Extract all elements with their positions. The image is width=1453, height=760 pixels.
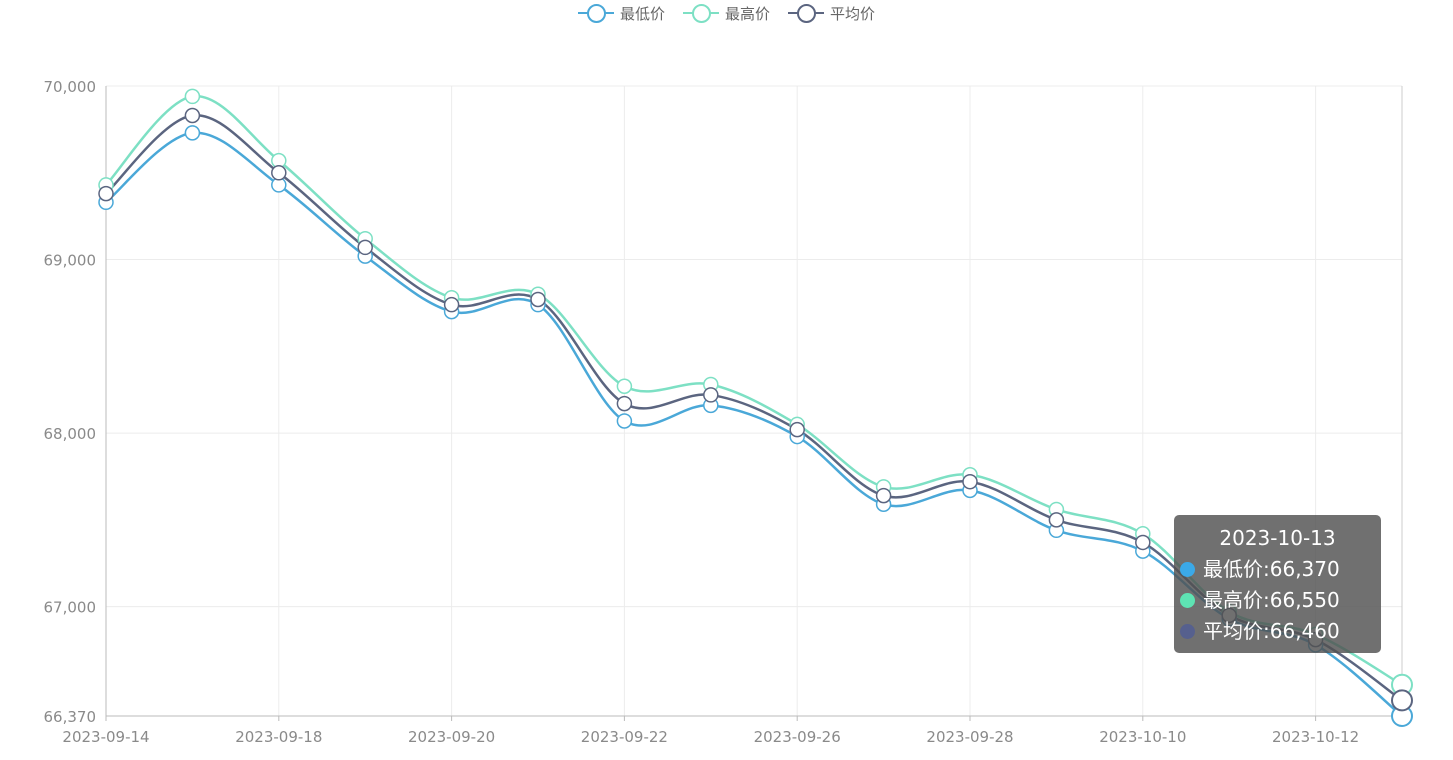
data-point bbox=[357, 239, 373, 256]
data-point bbox=[184, 125, 201, 141]
tooltip-row-low: 最低价: 66,370 bbox=[1180, 554, 1381, 585]
data-point bbox=[271, 165, 287, 181]
legend-line-circle-icon bbox=[788, 3, 824, 23]
legend-line-circle-icon bbox=[577, 3, 614, 23]
legend-line-circle-icon bbox=[682, 3, 719, 23]
tooltip-label: 最高价 bbox=[1203, 588, 1263, 612]
tooltip-title: 2023-10-13 bbox=[1219, 526, 1336, 550]
data-point bbox=[962, 473, 978, 490]
x-tick-label: 2023-10-10 bbox=[1099, 728, 1186, 746]
data-point bbox=[1391, 689, 1413, 712]
x-tick-label: 2023-09-14 bbox=[62, 728, 149, 746]
tooltip-label: 平均价 bbox=[1203, 619, 1263, 643]
tooltip-dot bbox=[1180, 562, 1195, 577]
data-point bbox=[530, 291, 546, 308]
y-tick-label: 68,000 bbox=[44, 425, 97, 443]
data-point bbox=[703, 387, 719, 403]
data-point bbox=[443, 296, 460, 313]
data-point bbox=[1048, 512, 1065, 528]
x-tick-label: 2023-09-20 bbox=[408, 728, 495, 746]
tooltip-dot bbox=[1180, 593, 1195, 608]
data-point bbox=[1135, 534, 1151, 551]
data-point bbox=[616, 413, 633, 429]
x-tick-label: 2023-09-22 bbox=[581, 728, 668, 746]
y-tick-label: 66,370 bbox=[44, 708, 97, 726]
tooltip-row-high: 最高价: 66,550 bbox=[1180, 585, 1381, 616]
data-point bbox=[616, 378, 633, 394]
axes: 66,370 67,000 68,000 69,000 70,000 2023-09-14… bbox=[44, 78, 1403, 746]
chart-legend: 最低价 最高价 平均价 bbox=[0, 0, 1453, 26]
y-tick-label: 69,000 bbox=[44, 252, 97, 270]
legend-item[interactable]: 最低价 bbox=[577, 3, 665, 24]
data-point bbox=[616, 395, 633, 412]
legend-label: 最高价 bbox=[724, 4, 770, 23]
legend-item[interactable]: 平均价 bbox=[788, 3, 875, 24]
chart-tooltip: 2023-10-13 最低价: 66,370 最高价: 66,550 平均价: … bbox=[1174, 515, 1381, 653]
tooltip-dot bbox=[1180, 624, 1195, 639]
legend-item[interactable]: 最高价 bbox=[682, 3, 770, 24]
data-point bbox=[875, 487, 892, 504]
x-tick-label: 2023-10-12 bbox=[1272, 728, 1359, 746]
legend-label: 平均价 bbox=[830, 4, 876, 23]
x-tick-label: 2023-09-28 bbox=[926, 728, 1013, 746]
tooltip-value: 66,460 bbox=[1269, 619, 1340, 643]
tooltip-value: 66,370 bbox=[1269, 557, 1340, 581]
tooltip-value: 66,550 bbox=[1269, 588, 1340, 612]
data-point bbox=[184, 88, 201, 105]
tooltip-label: 最低价 bbox=[1203, 557, 1263, 581]
x-tick-label: 2023-09-18 bbox=[235, 728, 322, 746]
legend-label: 最低价 bbox=[619, 4, 665, 23]
x-tick-label: 2023-09-26 bbox=[754, 728, 841, 746]
data-point bbox=[184, 107, 201, 124]
data-point bbox=[789, 421, 805, 438]
y-tick-label: 70,000 bbox=[44, 78, 97, 96]
data-point bbox=[98, 185, 114, 202]
y-tick-label: 67,000 bbox=[44, 599, 97, 617]
tooltip-row-avg: 平均价: 66,460 bbox=[1180, 616, 1381, 647]
